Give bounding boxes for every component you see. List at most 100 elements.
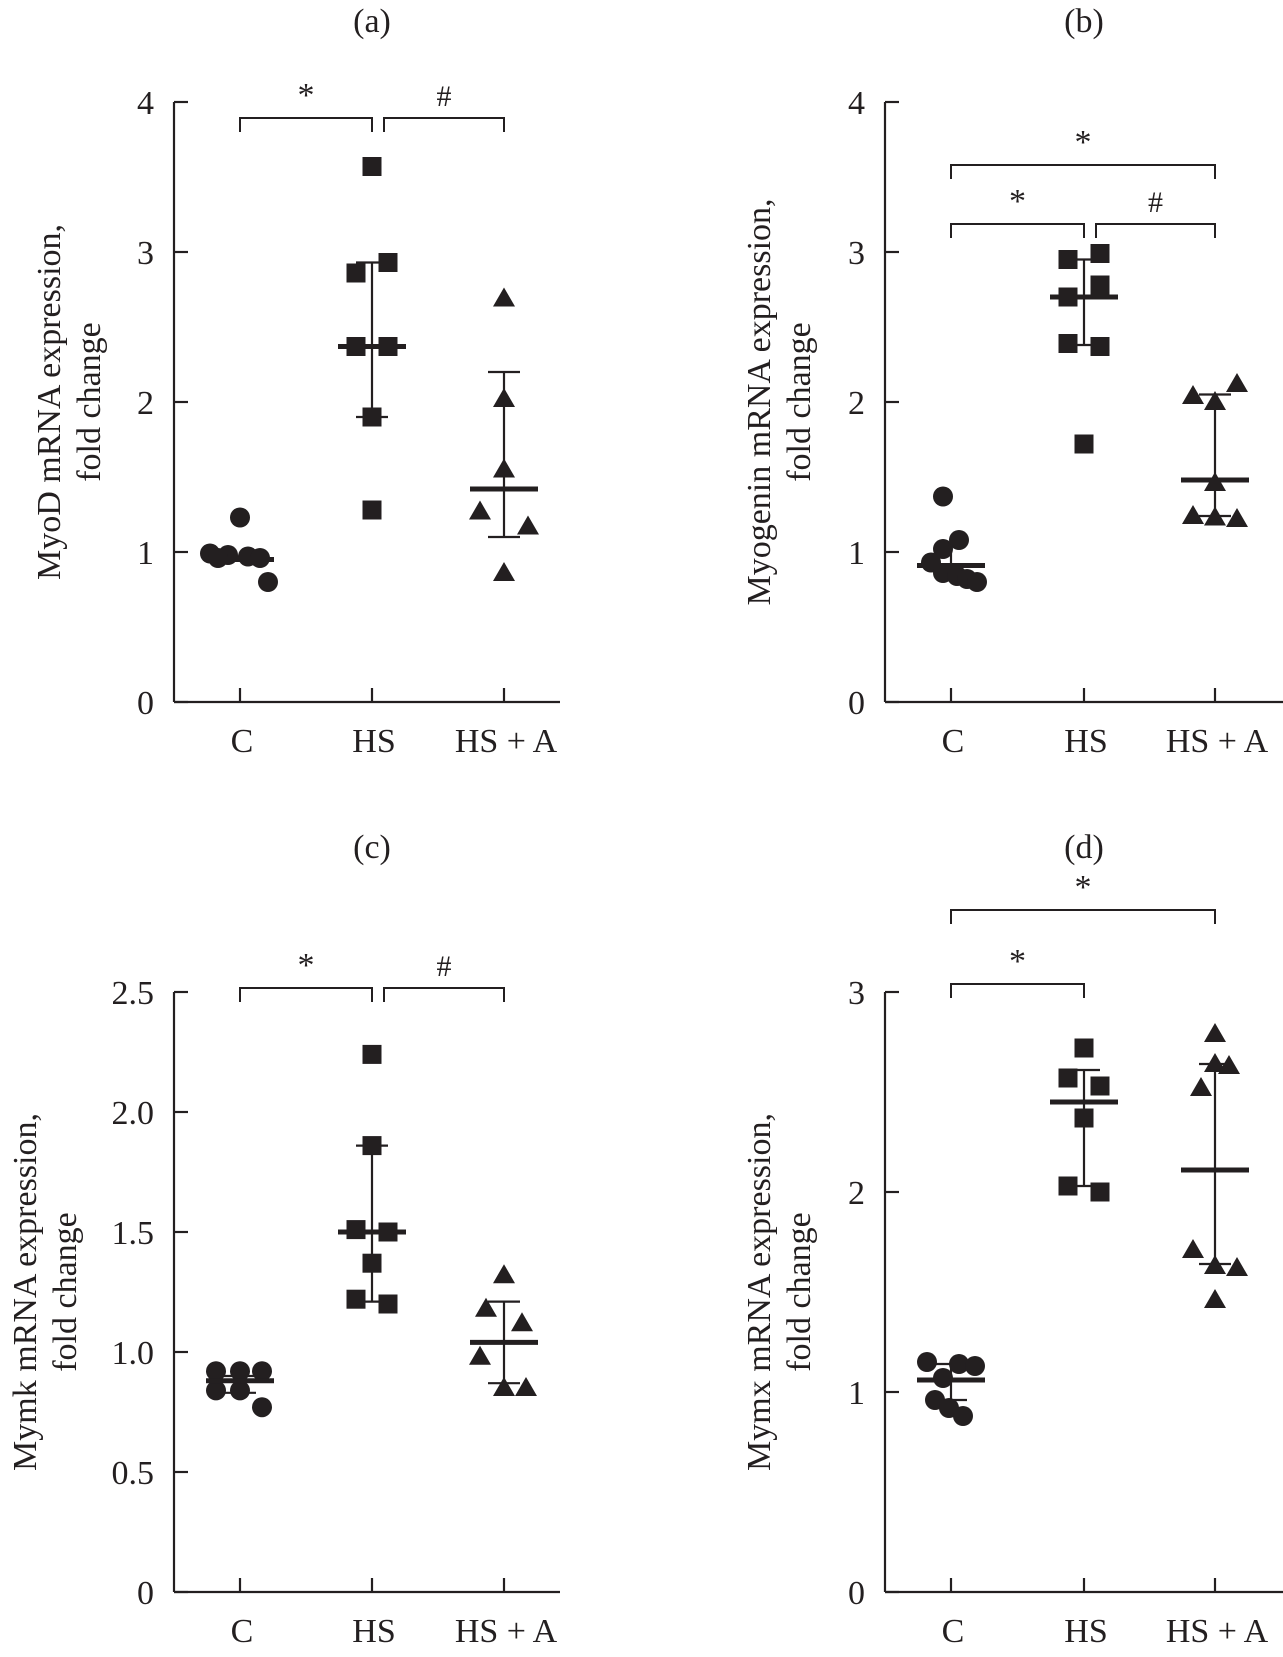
y-tick-label: 2.0 [112, 1095, 155, 1132]
y-tick-label: 1 [137, 535, 154, 572]
data-point-square [1058, 1068, 1078, 1088]
significance-label: # [437, 80, 452, 113]
y-tick-label: 2 [848, 1175, 865, 1212]
data-point-square [362, 407, 382, 427]
significance-label: * [1009, 183, 1026, 220]
y-axis-label-line2: fold change [47, 1212, 84, 1372]
x-tick-label: HS [1064, 723, 1107, 760]
data-point-square [1090, 1076, 1110, 1096]
significance-bracket: * [950, 124, 1216, 179]
x-tick-label: C [942, 723, 965, 760]
significance-label: * [298, 947, 315, 984]
series-hsa [1181, 1023, 1249, 1308]
data-point-circle [206, 1380, 226, 1401]
y-tick-label: 4 [137, 85, 154, 122]
x-tick-label: C [231, 1613, 254, 1650]
bracket-line [1095, 223, 1216, 238]
significance-bracket: * [950, 183, 1085, 238]
y-axis-label-line2: fold change [781, 322, 818, 482]
data-point-square [1074, 1038, 1094, 1058]
y-tick-label: 3 [848, 235, 865, 272]
data-point-circle [258, 572, 278, 592]
data-point-circle [933, 539, 953, 559]
data-point-triangle [493, 1377, 515, 1396]
data-point-triangle [1204, 1289, 1226, 1308]
y-tick-label: 0 [137, 1575, 154, 1612]
significance-bracket: # [383, 80, 505, 132]
y-tick-label: 0.5 [112, 1455, 155, 1492]
data-point-square [1058, 1176, 1078, 1196]
data-point-square [378, 253, 398, 272]
significance-bracket: * [239, 947, 373, 1002]
x-tick-label: HS [1064, 1613, 1107, 1650]
data-point-triangle [1218, 1055, 1240, 1074]
data-point-square [362, 1044, 382, 1064]
series-c [206, 1361, 274, 1418]
bracket-line [950, 164, 1216, 179]
y-axis-label: MyoD mRNA expression, fold change [31, 224, 108, 580]
y-axis-label: Mymx mRNA expression, fold change [741, 1113, 818, 1471]
data-point-circle [230, 1361, 250, 1382]
x-tick-label: HS + A [455, 723, 558, 760]
data-point-square [1058, 250, 1078, 269]
y-axis-label: Myogenin mRNA expression, fold change [741, 198, 818, 605]
panel-a: (a) MyoD mRNA expression, fold change 0 1 2 3 4… [31, 3, 560, 760]
series-c [917, 1352, 985, 1426]
series-hsa [469, 287, 539, 581]
data-point-triangle [517, 515, 539, 535]
data-point-triangle [1204, 391, 1226, 410]
y-tick-label: 2 [137, 385, 154, 422]
panel-title: (c) [353, 829, 391, 866]
series-hs [1050, 244, 1118, 454]
bracket-line [950, 223, 1085, 238]
significance-label: * [1009, 943, 1026, 980]
series-hs [338, 1044, 406, 1314]
panel-title: (d) [1064, 829, 1104, 866]
x-tick-label: HS + A [455, 1613, 558, 1650]
data-point-square [378, 1294, 398, 1314]
y-axis-label-line1: Mymx mRNA expression, [741, 1113, 778, 1471]
bracket-line [383, 987, 505, 1002]
y-tick-label: 0 [137, 685, 154, 722]
y-tick-label: 0 [848, 685, 865, 722]
data-point-circle [949, 530, 969, 550]
significance-bracket: * [950, 943, 1085, 998]
data-point-triangle [1182, 385, 1204, 404]
data-point-triangle [1226, 373, 1248, 392]
data-point-square [1090, 337, 1110, 356]
y-axis-label-line1: Mymk mRNA expression, [7, 1113, 44, 1471]
data-point-circle [949, 1354, 969, 1374]
data-point-triangle [515, 1377, 537, 1396]
significance-bracket: # [383, 950, 505, 1002]
data-point-square [362, 1253, 382, 1273]
data-point-triangle [1226, 508, 1248, 527]
y-tick-label: 1 [848, 1375, 865, 1412]
data-point-triangle [493, 458, 515, 478]
significance-label: * [1075, 869, 1092, 906]
data-point-triangle [1204, 1023, 1226, 1042]
y-tick-label: 1.0 [112, 1335, 155, 1372]
y-tick-label: 0 [848, 1575, 865, 1612]
y-axis-label: Mymk mRNA expression, fold change [7, 1113, 84, 1471]
bracket-line [950, 983, 1085, 998]
data-point-circle [965, 1356, 985, 1376]
y-tick-label: 3 [137, 235, 154, 272]
data-point-circle [252, 1397, 272, 1418]
data-point-square [362, 500, 382, 520]
data-point-triangle [1190, 1077, 1212, 1096]
y-tick-label: 2 [848, 385, 865, 422]
y-axis-label-line1: MyoD mRNA expression, [31, 224, 68, 580]
series-hs [338, 157, 406, 520]
data-point-square [1090, 244, 1110, 263]
data-point-triangle [493, 287, 515, 307]
data-point-square [1058, 334, 1078, 353]
data-point-circle [252, 1361, 272, 1382]
data-point-square [1090, 275, 1110, 295]
x-tick-label: C [942, 1613, 965, 1650]
data-point-square [1074, 1108, 1094, 1128]
data-point-triangle [1204, 1053, 1226, 1072]
data-point-triangle [475, 1297, 497, 1317]
y-tick-label: 3 [848, 975, 865, 1012]
x-tick-label: HS [352, 1613, 395, 1650]
